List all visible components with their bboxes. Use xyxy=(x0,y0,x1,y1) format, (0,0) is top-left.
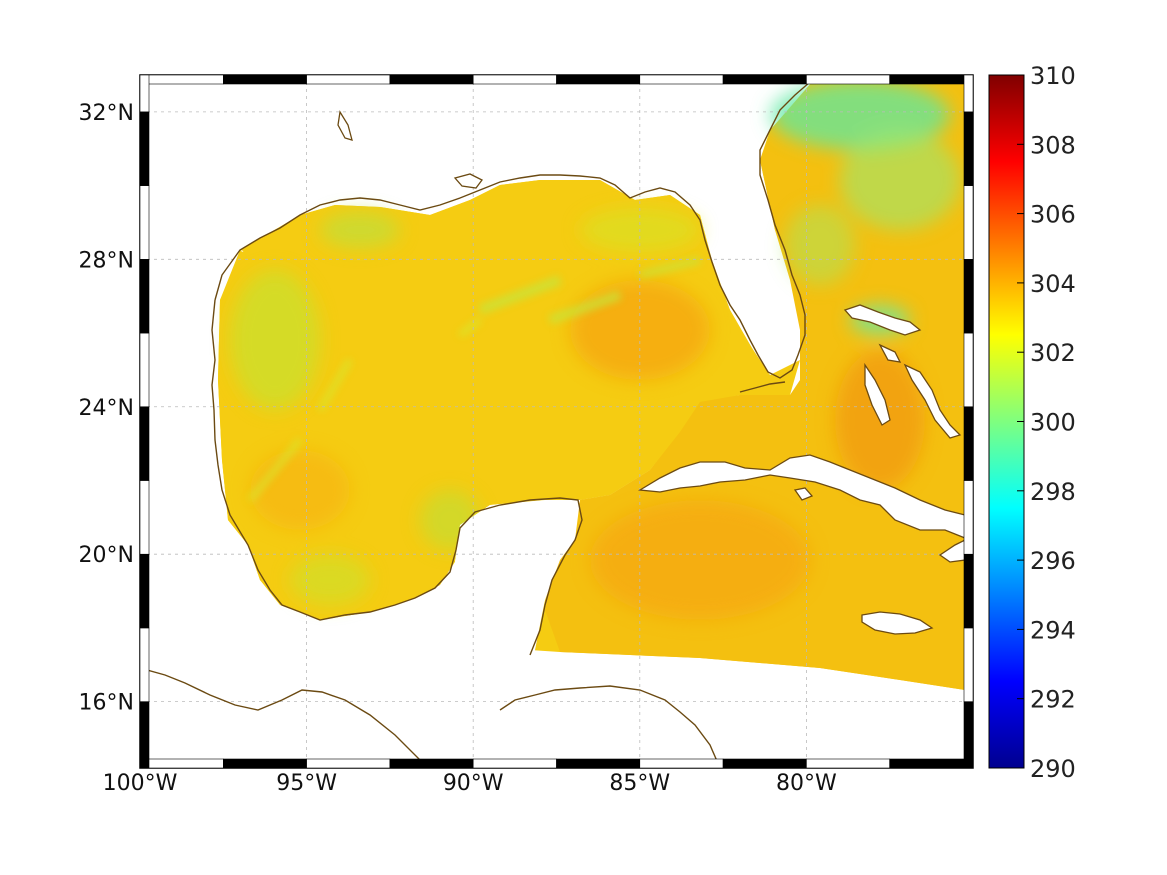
land-yucatan xyxy=(410,500,580,715)
frame-bar-left xyxy=(139,627,150,702)
frame-bar-left xyxy=(139,480,150,555)
colorbar-tick-label-9: 308 xyxy=(1030,131,1076,159)
map-frame xyxy=(139,74,974,769)
frame-bar-top xyxy=(472,74,557,85)
frame-bar-bottom xyxy=(139,758,224,769)
coast-jamaica xyxy=(861,611,934,635)
map-panel xyxy=(140,75,973,768)
frame-bar-left xyxy=(139,332,150,408)
frame-bar-bottom xyxy=(806,758,891,769)
colorbar-tick-label-3: 296 xyxy=(1030,547,1076,575)
frame-bar-bottom xyxy=(472,758,557,769)
lon-tick-label-2: 90°W xyxy=(443,771,504,796)
frame-bar-right xyxy=(963,111,974,186)
coast-bahamas-2 xyxy=(864,362,891,426)
lat-tick-labels: 16°N 20°N 24°N 28°N 32°N xyxy=(79,101,134,716)
frame-bar-left xyxy=(139,111,150,186)
colorbar-tick-label-0: 290 xyxy=(1030,755,1076,783)
coast-bahamas-4 xyxy=(878,343,902,363)
frame-bar-right xyxy=(963,259,974,334)
frame-bar-right xyxy=(963,553,974,629)
colorbar-tick-label-8: 306 xyxy=(1030,201,1076,229)
colorbar-tick-label-10: 310 xyxy=(1030,62,1076,90)
coast-island-c xyxy=(793,487,814,501)
lon-tick-label-1: 95°W xyxy=(276,771,337,796)
colorbar-tick-label-5: 300 xyxy=(1030,409,1076,437)
lat-tick-label-0: 16°N xyxy=(79,691,134,716)
frame-bar-bottom xyxy=(889,758,974,769)
coast-gulf-west xyxy=(211,299,583,656)
colorbar-tick-label-2: 294 xyxy=(1030,616,1076,644)
frame-bar-top xyxy=(389,74,474,85)
sst-field xyxy=(218,75,965,690)
colorbar-tick-label-1: 292 xyxy=(1030,686,1076,714)
frame-bar-top xyxy=(639,74,724,85)
coast-mexico-south xyxy=(140,667,431,768)
frame-bar-right xyxy=(963,332,974,408)
lon-tick-label-3: 85°W xyxy=(609,771,670,796)
lat-tick-label-1: 20°N xyxy=(79,543,134,568)
frame-bar-bottom xyxy=(223,758,307,769)
lon-tick-label-0: 100°W xyxy=(103,771,178,796)
frame-bar-top xyxy=(556,74,641,85)
land xyxy=(140,500,720,768)
coast-keys xyxy=(739,381,786,393)
coast-island-a xyxy=(337,110,353,141)
frame-bar-top xyxy=(722,74,807,85)
frame-bar-left xyxy=(139,406,150,481)
frame-bar-right xyxy=(963,406,974,481)
frame-bar-left xyxy=(139,701,150,769)
land-mexico-south xyxy=(140,670,430,768)
lon-tick-label-4: 80°W xyxy=(776,771,837,796)
coast-bahamas-1 xyxy=(843,304,922,336)
frame-bar-right xyxy=(963,185,974,260)
cool-streaks xyxy=(247,256,701,502)
frame-bar-left xyxy=(139,74,150,113)
frame-bar-right xyxy=(963,74,974,113)
frame-bar-right xyxy=(963,480,974,555)
map-grid xyxy=(140,75,973,768)
frame-bar-bottom xyxy=(722,758,807,769)
frame-bar-right xyxy=(963,627,974,702)
frame-bar-top xyxy=(306,74,391,85)
land-central-america xyxy=(430,685,720,768)
frame-bar-left xyxy=(139,185,150,260)
lat-tick-label-2: 24°N xyxy=(79,396,134,421)
frame-bar-left xyxy=(139,553,150,629)
colorbar-tick-label-4: 298 xyxy=(1030,478,1076,506)
frame-bar-bottom xyxy=(556,758,641,769)
frame-bar-bottom xyxy=(306,758,391,769)
frame-bar-bottom xyxy=(639,758,724,769)
frame-bar-bottom xyxy=(389,758,474,769)
coast-central-america xyxy=(499,685,721,768)
lat-tick-label-4: 32°N xyxy=(79,101,134,126)
frame-bar-left xyxy=(139,259,150,334)
coast-bahamas-3 xyxy=(903,363,962,439)
frame-bar-top xyxy=(139,74,224,85)
coastlines xyxy=(140,75,966,768)
lat-tick-label-3: 28°N xyxy=(79,248,134,273)
colorbar-tick-label-7: 304 xyxy=(1030,270,1076,298)
colorbar-tick-label-6: 302 xyxy=(1030,339,1076,367)
lon-tick-labels: 100°W 95°W 90°W 85°W 80°W xyxy=(103,771,837,796)
coast-gulf-north xyxy=(214,75,821,379)
frame-bar-top xyxy=(223,74,307,85)
frame-bar-top xyxy=(889,74,974,85)
frame-bar-top xyxy=(806,74,891,85)
coast-island-b xyxy=(453,173,483,189)
frame-bar-right xyxy=(963,701,974,769)
colorbar: 290 292 294 296 298 300 302 304 306 308 310 xyxy=(988,62,1076,783)
